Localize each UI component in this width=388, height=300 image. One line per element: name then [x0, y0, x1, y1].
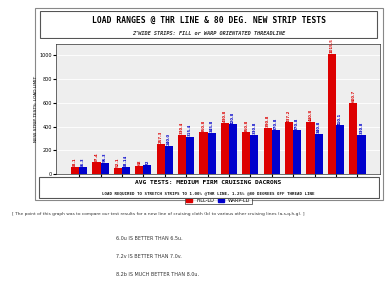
Text: 410.1: 410.1	[338, 112, 342, 125]
Bar	[157, 143, 165, 174]
Bar	[79, 167, 87, 174]
Text: 437.2: 437.2	[287, 109, 291, 122]
FancyBboxPatch shape	[35, 8, 383, 200]
Text: 97.4: 97.4	[94, 152, 99, 162]
Y-axis label: NEW STRIP TESTS: LOAD LIMIT: NEW STRIP TESTS: LOAD LIMIT	[34, 76, 38, 142]
Text: 240.0: 240.0	[167, 133, 171, 145]
Text: 350.8: 350.8	[201, 120, 206, 132]
Text: 58.1: 58.1	[73, 157, 77, 166]
Text: 95.3: 95.3	[102, 152, 107, 162]
Legend: FILL-LD, WARP-LD: FILL-LD, WARP-LD	[185, 196, 251, 204]
Text: 370.8: 370.8	[274, 117, 278, 130]
Bar	[122, 167, 130, 174]
Text: 6.0u IS BETTER THAN 6.5u.: 6.0u IS BETTER THAN 6.5u.	[116, 236, 183, 241]
Bar	[349, 103, 357, 174]
Bar	[178, 135, 186, 174]
Text: 430.8: 430.8	[223, 110, 227, 122]
FancyBboxPatch shape	[40, 11, 377, 38]
Bar	[328, 54, 336, 174]
Text: AVG TESTS: MEDIUM FIRM CRUISING DACRONS: AVG TESTS: MEDIUM FIRM CRUISING DACRONS	[135, 180, 282, 185]
Bar	[357, 135, 365, 174]
Bar	[165, 146, 173, 174]
Bar	[208, 133, 216, 174]
Text: 350.8: 350.8	[244, 120, 248, 132]
Text: [ The point of this graph was to compare our test results for a new line of crui: [ The point of this graph was to compare…	[12, 212, 304, 215]
Text: 340.8: 340.8	[317, 121, 320, 133]
Text: LOAD RANGES @ THR LINE & 80 DEG. NEW STRIP TESTS: LOAD RANGES @ THR LINE & 80 DEG. NEW STR…	[92, 16, 326, 25]
Text: 68: 68	[137, 160, 141, 165]
Text: 440.8: 440.8	[308, 109, 312, 121]
FancyBboxPatch shape	[38, 177, 379, 198]
Bar	[293, 130, 301, 174]
Text: 2"WIDE STRIPS: FILL or WARP ORIENTATED THREADLINE: 2"WIDE STRIPS: FILL or WARP ORIENTATED T…	[132, 32, 285, 36]
Bar	[92, 163, 100, 174]
Bar	[199, 133, 208, 174]
Text: 56.3: 56.3	[81, 157, 85, 167]
Text: 370.8: 370.8	[295, 117, 299, 130]
Text: 257.3: 257.3	[159, 130, 163, 143]
Text: 420.8: 420.8	[231, 111, 235, 124]
Bar	[229, 124, 237, 174]
Bar	[307, 122, 315, 174]
Text: LOAD REQUIRED TO STRETCH STRIPS TO 1.00% @THR LINE, 1.25% @80 DEGREES OFF THREAD: LOAD REQUIRED TO STRETCH STRIPS TO 1.00%…	[102, 191, 315, 196]
Text: 58.14: 58.14	[124, 154, 128, 167]
Bar	[186, 136, 194, 174]
Bar	[71, 167, 79, 174]
Text: 600.7: 600.7	[351, 90, 355, 102]
Text: 390.8: 390.8	[266, 115, 270, 127]
Bar	[221, 123, 229, 174]
Bar	[100, 163, 109, 174]
Bar	[143, 166, 151, 174]
Bar	[315, 134, 323, 174]
Bar	[272, 130, 280, 174]
Text: 315.4: 315.4	[188, 124, 192, 136]
Text: 52.1: 52.1	[116, 158, 120, 167]
Bar	[242, 133, 250, 174]
Text: 330.4: 330.4	[180, 122, 184, 134]
Text: 330.8: 330.8	[253, 122, 256, 134]
Bar	[285, 122, 293, 174]
Text: 8.2b IS MUCH BETTER THAN 8.0u.: 8.2b IS MUCH BETTER THAN 8.0u.	[116, 272, 199, 277]
Bar	[114, 168, 122, 174]
Text: 1015.5: 1015.5	[330, 38, 334, 53]
Text: 7.2v IS BETTER THAN 7.0v.: 7.2v IS BETTER THAN 7.0v.	[116, 254, 182, 259]
Bar	[250, 135, 258, 174]
Bar	[135, 166, 143, 174]
Text: 72: 72	[146, 159, 149, 165]
Text: 330.8: 330.8	[359, 122, 364, 134]
Bar	[336, 125, 344, 174]
Text: 345.8: 345.8	[210, 120, 214, 133]
Bar	[263, 128, 272, 174]
